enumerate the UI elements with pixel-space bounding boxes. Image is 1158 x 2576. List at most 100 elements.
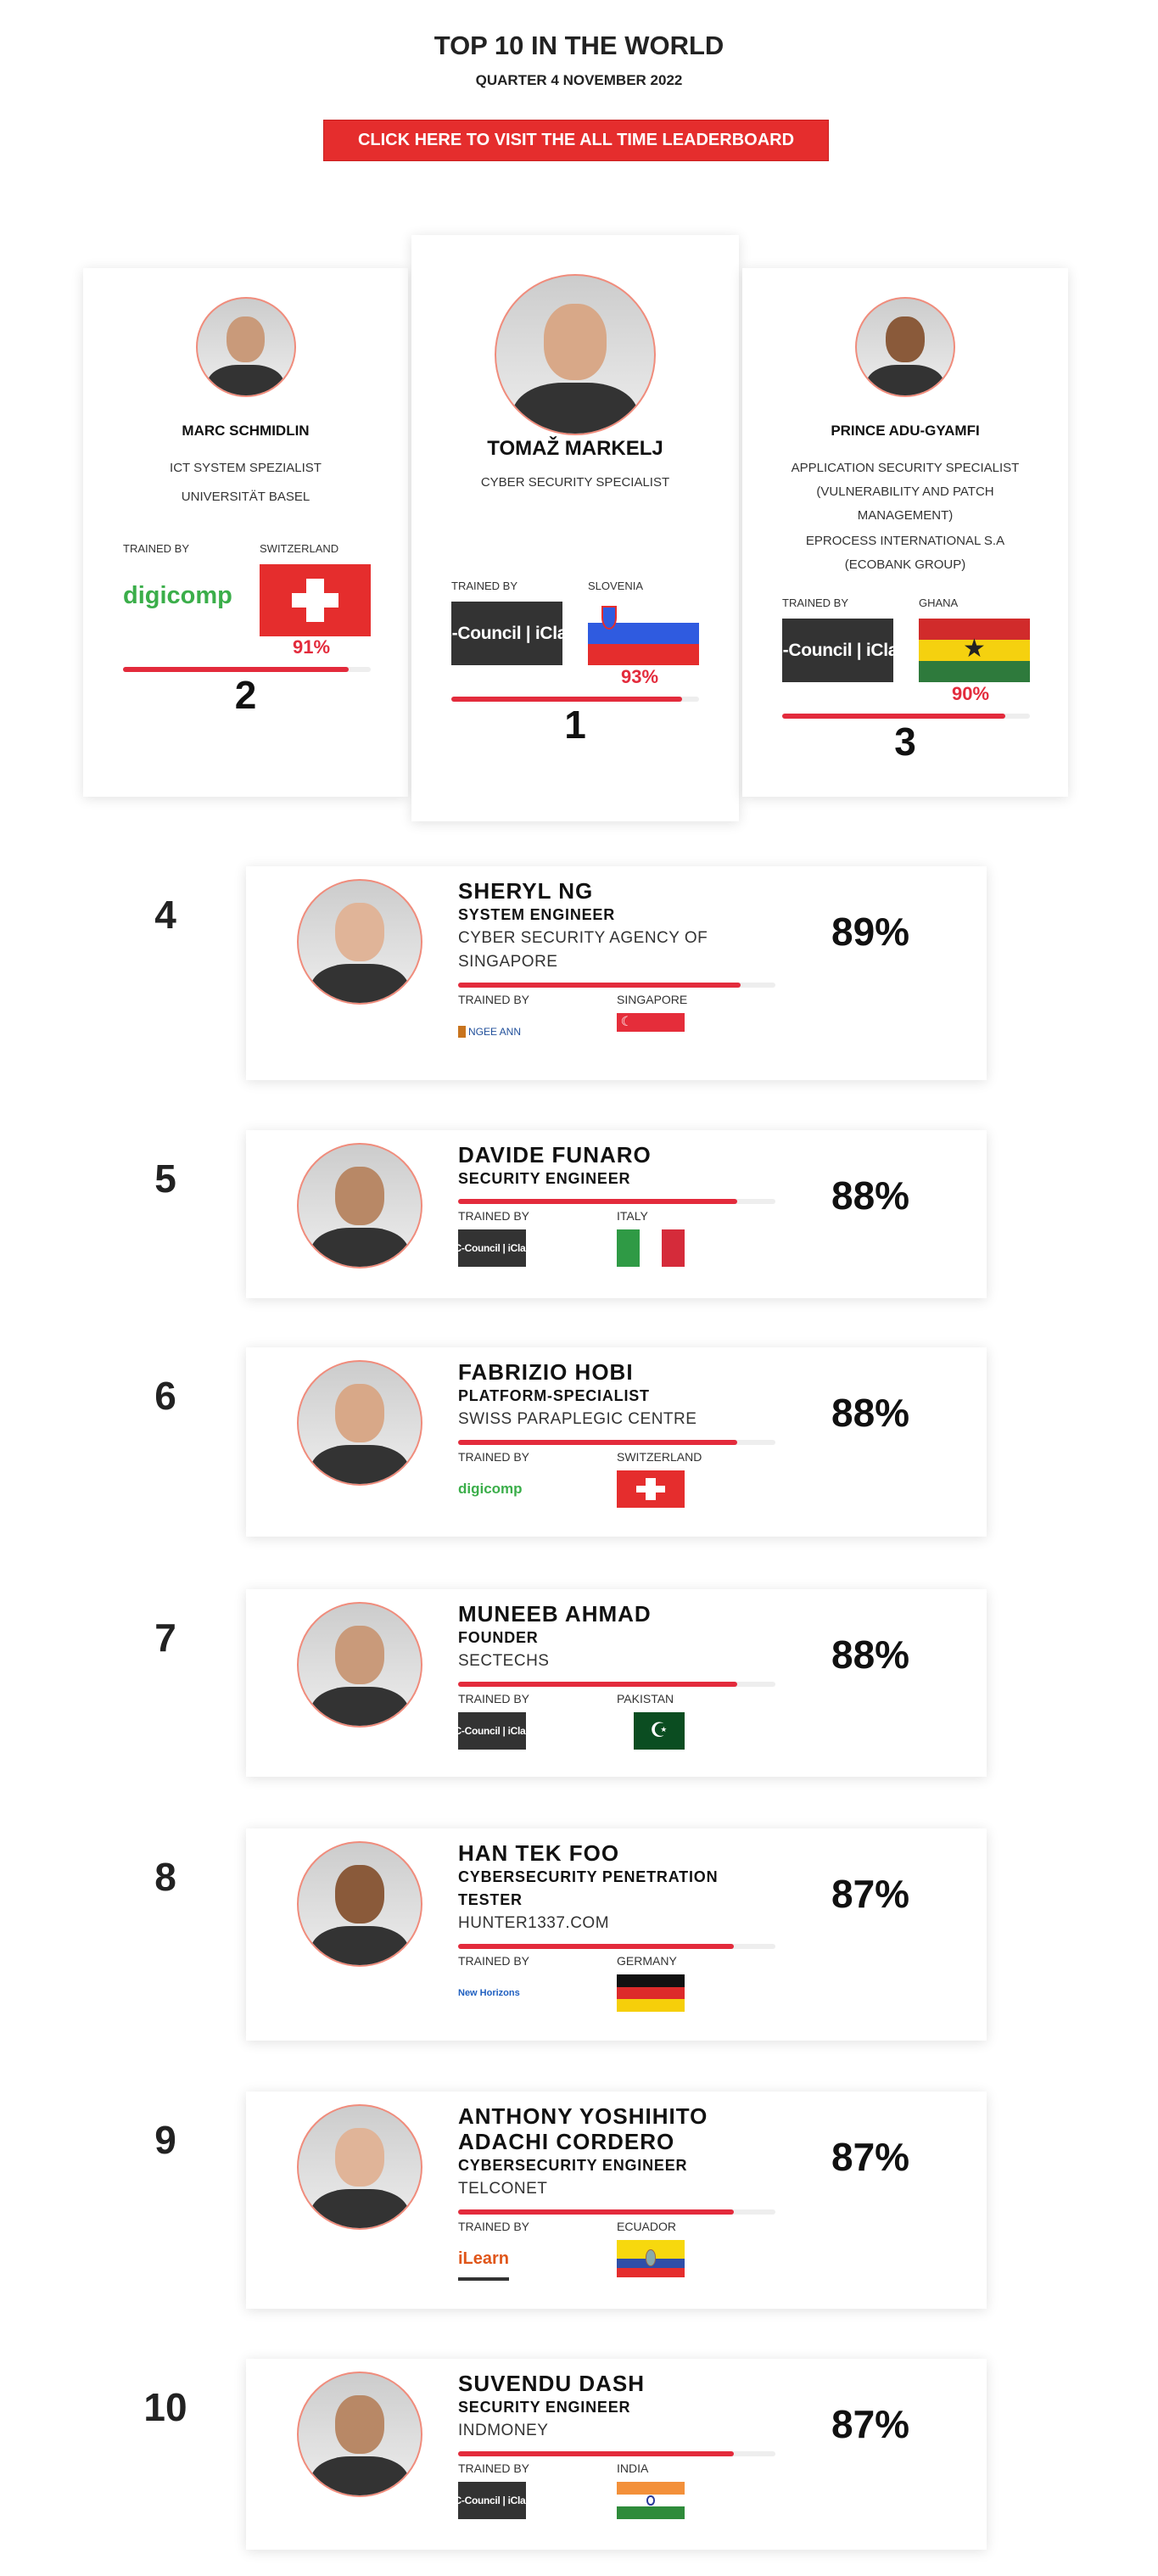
rank-number: 6 [154, 1374, 176, 1418]
score-progress-fill [458, 2451, 735, 2456]
trained-by-label: TRAINED BY [458, 1692, 530, 1705]
score-percent: 88% [831, 1173, 910, 1218]
ngee-ann-logo: NGEE ANN [458, 1013, 521, 1050]
person-name: SUVENDU DASH [458, 2371, 646, 2396]
country-label: ECUADOR [617, 2220, 677, 2233]
score-progress-bar [458, 2451, 775, 2456]
leaderboard-row: SHERYL NG SYSTEM ENGINEER CYBER SECURITY A… [246, 866, 987, 1080]
page-subtitle: QUARTER 4 NOVEMBER 2022 [475, 72, 683, 88]
trained-by-label: TRAINED BY [458, 2220, 530, 2233]
score-percent: 90% [952, 683, 990, 704]
job-title: CYBERSECURITY ENGINEER [458, 2157, 688, 2174]
company: UNIVERSITÄT BASEL [181, 490, 310, 504]
company: CYBER SECURITY AGENCY OF SINGAPORE [458, 929, 708, 971]
person-name: DAVIDE FUNARO [458, 1142, 652, 1168]
leaderboard-row: FABRIZIO HOBI PLATFORM-SPECIALIST SWISS PA… [246, 1347, 987, 1537]
score-progress-bar [451, 697, 699, 702]
rank-number: 10 [143, 2385, 187, 2429]
country-label: SWITZERLAND [617, 1450, 702, 1464]
country-label: GHANA [919, 596, 959, 609]
flag-pk-icon: ☪ [617, 1712, 685, 1750]
trained-by-label: TRAINED BY [123, 542, 190, 555]
rank-number: 8 [154, 1855, 176, 1899]
ec-council-iclass-logo: EC-Council | iClass [758, 619, 917, 682]
score-percent: 89% [831, 910, 910, 954]
job-title: SYSTEM ENGINEER [458, 906, 616, 923]
score-percent: 88% [831, 1632, 910, 1677]
score-progress-fill [458, 983, 741, 988]
country-label: SLOVENIA [588, 580, 644, 592]
score-percent: 88% [831, 1391, 910, 1435]
job-title: SECURITY ENGINEER [458, 2399, 631, 2416]
rank-number: 5 [154, 1156, 176, 1201]
job-title: APPLICATION SECURITY SPECIALIST (VULNERA… [791, 461, 1020, 523]
trained-by-label: TRAINED BY [458, 1954, 530, 1968]
rank-number: 7 [154, 1616, 176, 1660]
score-percent: 93% [621, 666, 659, 687]
score-progress-bar [458, 983, 775, 988]
podium-card-rank-3: PRINCE ADU-GYAMFI APPLICATION SECURITY SP… [742, 268, 1068, 797]
ilearn-logo: iLearn [458, 2240, 510, 2281]
rank-number: 4 [154, 893, 176, 937]
avatar [855, 297, 955, 397]
person-name: ANTHONY YOSHIHITO ADACHI CORDERO [458, 2103, 708, 2154]
flag-gh-icon: ★ [919, 619, 1030, 682]
score-progress-fill [458, 1440, 738, 1445]
job-title: PLATFORM-SPECIALIST [458, 1387, 650, 1404]
score-progress-fill [451, 697, 682, 702]
avatar [297, 2372, 422, 2497]
job-title: SECURITY ENGINEER [458, 1170, 631, 1187]
score-progress-fill [458, 1199, 738, 1204]
country-label: PAKISTAN [617, 1692, 674, 1705]
person-name: PRINCE ADU-GYAMFI [831, 423, 980, 439]
score-progress-fill [458, 1944, 735, 1949]
country-label: INDIA [617, 2461, 649, 2475]
avatar [297, 1841, 422, 1967]
job-title: ICT SYSTEM SPEZIALIST [170, 461, 322, 475]
company: TELCONET [458, 2180, 548, 2198]
rank-number: 3 [894, 720, 916, 764]
avatar [297, 1360, 422, 1486]
person-name: FABRIZIO HOBI [458, 1359, 634, 1385]
job-title: FOUNDER [458, 1629, 539, 1646]
company: INDMONEY [458, 2422, 549, 2439]
job-title: CYBERSECURITY PENETRATION TESTER [458, 1868, 719, 1908]
all-time-leaderboard-button[interactable]: CLICK HERE TO VISIT THE ALL TIME LEADERB… [323, 120, 829, 161]
avatar [495, 274, 656, 435]
score-progress-bar [458, 2209, 775, 2215]
ec-council-iclass-logo: EC-Council | iClass [448, 1712, 536, 1750]
digicomp-logo: digicomp [123, 582, 232, 609]
country-label: ITALY [617, 1209, 648, 1223]
podium-card-rank-1: TOMAŽ MARKELJ CYBER SECURITY SPECIALIST TR… [411, 235, 739, 821]
trained-by-label: TRAINED BY [458, 1450, 530, 1464]
person-name: MUNEEB AHMAD [458, 1601, 652, 1627]
ec-council-iclass-logo: EC-Council | iClass [448, 1229, 536, 1267]
avatar [195, 297, 296, 397]
flag-ch-icon [617, 1470, 685, 1508]
score-progress-bar [458, 1199, 775, 1204]
leaderboard-row: ANTHONY YOSHIHITO ADACHI CORDERO CYBERSEC… [246, 2092, 987, 2309]
person-name: HAN TEK FOO [458, 1840, 620, 1866]
ec-council-iclass-logo: EC-Council | iClass [448, 2482, 536, 2519]
score-progress-bar [782, 714, 1030, 719]
job-title: CYBER SECURITY SPECIALIST [480, 475, 670, 490]
company: EPROCESS INTERNATIONAL S.A (ECOBANK GROU… [805, 534, 1005, 572]
score-progress-fill [123, 667, 349, 672]
avatar [297, 1143, 422, 1268]
new-horizons-logo: New Horizons [458, 1988, 520, 1998]
leaderboard-row: SUVENDU DASH SECURITY ENGINEER INDMONEY TRA… [246, 2359, 987, 2550]
avatar [297, 1602, 422, 1728]
avatar [297, 879, 422, 1005]
score-percent: 87% [831, 2135, 910, 2179]
leaderboard-row: MUNEEB AHMAD FOUNDER SECTECHS TRAINED BY PAK… [246, 1589, 987, 1777]
flag-ch-icon [260, 564, 371, 636]
flag-sg-icon: ☾ [617, 1013, 685, 1050]
score-progress-bar [458, 1944, 775, 1949]
flag-it-icon [617, 1229, 685, 1267]
country-label: GERMANY [617, 1954, 677, 1968]
flag-ec-icon [617, 2240, 685, 2277]
trained-by-label: TRAINED BY [458, 1209, 530, 1223]
avatar [297, 2104, 422, 2230]
company: SECTECHS [458, 1652, 550, 1670]
country-label: SWITZERLAND [260, 542, 339, 555]
